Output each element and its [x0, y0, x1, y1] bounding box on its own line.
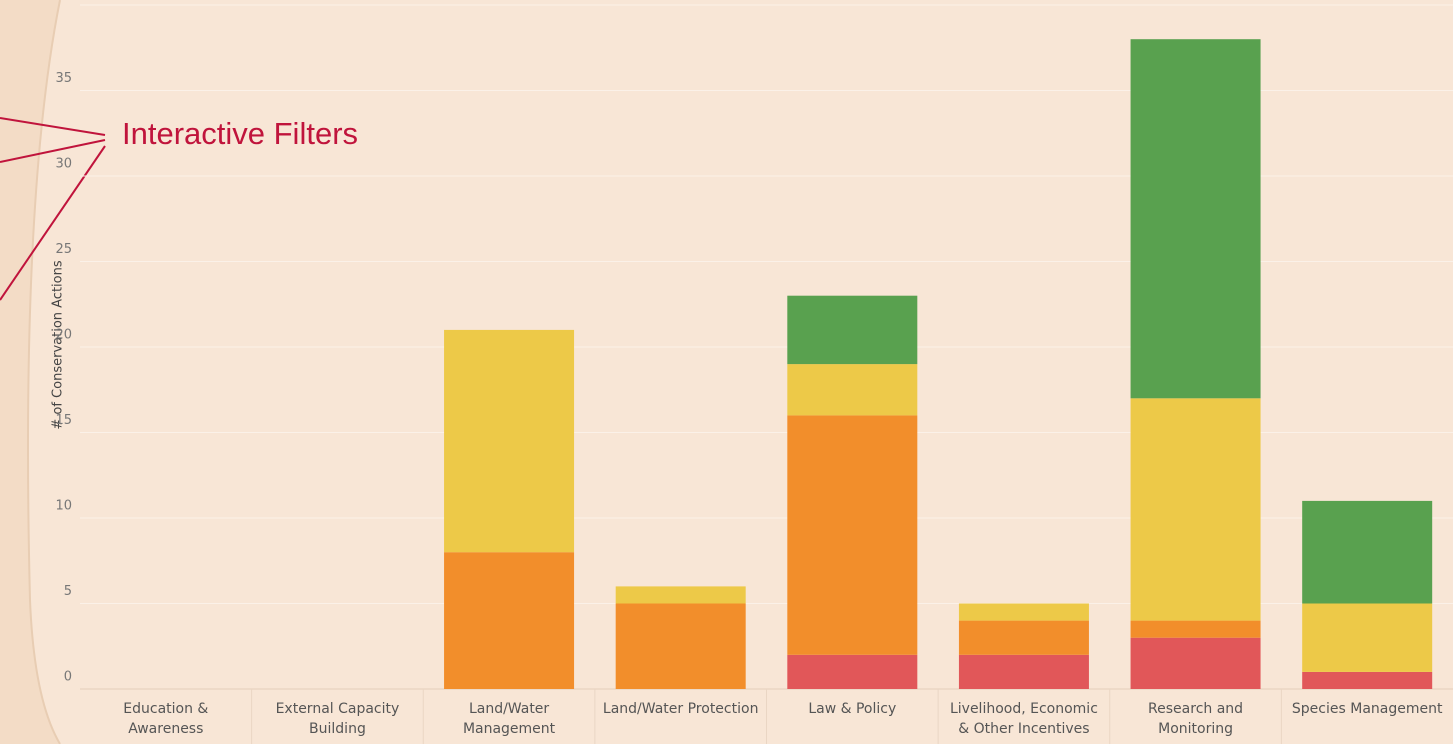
annotation-line: [0, 117, 106, 136]
bar-segment: [1302, 500, 1433, 604]
x-tick-label: Land/Water Management: [462, 701, 556, 737]
bar-segment: [444, 329, 575, 553]
x-tick-label: Education & Awareness: [123, 701, 209, 737]
bar-segment: [958, 603, 1089, 621]
bar-segment: [958, 654, 1089, 689]
annotation-line: [0, 145, 106, 301]
bar-segment: [1302, 671, 1433, 689]
y-tick-label: 0: [64, 670, 72, 685]
bar-segment: [1130, 620, 1261, 638]
panel-edge: [27, 0, 61, 744]
bar-segment: [1130, 398, 1261, 621]
y-tick-label: 10: [55, 499, 72, 514]
x-tick-label: Law & Policy: [808, 701, 897, 717]
bar-segment: [1302, 603, 1433, 672]
x-tick-label: Livelihood, Economic & Other Incentives: [949, 701, 1098, 737]
y-tick-label: 20: [55, 328, 72, 343]
bar-segment: [615, 586, 746, 604]
y-tick-label: 15: [55, 413, 72, 428]
annotation: Interactive Filters: [122, 116, 358, 151]
x-tick-label: External Capacity Building: [275, 701, 400, 737]
x-tick-label: Species Management: [1291, 701, 1443, 717]
bar-segment: [615, 603, 746, 689]
bar-segment: [787, 654, 918, 689]
x-tick-label: Land/Water Protection: [602, 701, 759, 717]
bar-segment: [787, 364, 918, 416]
bar-segment: [958, 620, 1089, 655]
annotation-line: [0, 139, 106, 163]
y-tick-label: 30: [55, 157, 72, 172]
bar-segment: [444, 552, 575, 689]
y-tick-label: 5: [64, 584, 72, 599]
y-tick-label: 35: [55, 71, 72, 86]
bar-segment: [1130, 39, 1261, 399]
bar-segment: [787, 295, 918, 365]
x-tick-label: Research and Monitoring: [1148, 701, 1244, 737]
y-tick-label: 40: [55, 0, 72, 1]
bar-segment: [787, 415, 918, 655]
side-panel: [0, 0, 60, 744]
y-axis-label: # of Conservation Actions: [51, 260, 66, 429]
y-tick-label: 25: [55, 242, 72, 257]
bar-segment: [1130, 637, 1261, 689]
